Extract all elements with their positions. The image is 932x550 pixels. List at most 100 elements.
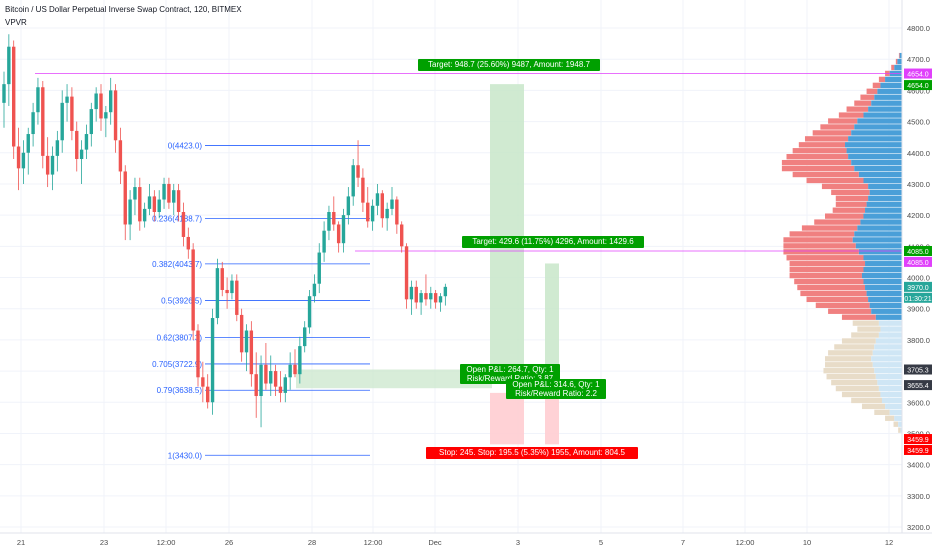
candle-body: [123, 171, 127, 225]
candle-body: [385, 208, 389, 219]
stop-label[interactable]: [426, 447, 638, 459]
volume-bar-down: [841, 314, 876, 320]
time-axis-bg: [0, 533, 932, 550]
volume-bar-down: [828, 308, 872, 314]
volume-bar-up: [863, 278, 902, 285]
time-axis[interactable]: 21 23 12:00 26 28 12:00 Dec 3 5 7 12:00 10 12: [0, 532, 932, 550]
candle-body: [167, 183, 171, 203]
volume-bar-down: [828, 118, 858, 124]
volume-bar-up: [848, 154, 902, 160]
price-badge-text: 3655.4: [907, 383, 929, 390]
candle-body: [225, 289, 229, 294]
target-label-2[interactable]: [462, 236, 644, 248]
price-axis[interactable]: 4800.0 4700.0 4600.0 4500.0 4400.0 4300.0 4200…: [901, 0, 932, 550]
candle-body: [273, 371, 278, 387]
candle-body: [327, 212, 331, 231]
indicator-label-vpvr[interactable]: VPVR: [5, 18, 27, 27]
price-tick-label: 4600.0: [907, 86, 930, 95]
candle-body: [332, 212, 336, 225]
price-tick-label: 3500.0: [907, 429, 930, 438]
candle-body: [162, 183, 166, 200]
candle-body: [142, 208, 147, 222]
candle-body: [259, 364, 263, 397]
price-tick-label: 3800.0: [907, 336, 930, 345]
candle-body: [293, 364, 297, 375]
volume-bar-up: [871, 100, 902, 106]
fib-level-label: 0.62(3807.3): [157, 334, 203, 343]
candle-body: [244, 330, 249, 353]
target-label-2-text: Target: 429.6 (11.75%) 4296, Amount: 142…: [472, 237, 634, 246]
volume-bar-up: [874, 94, 902, 100]
time-tick-label: 10: [803, 538, 811, 547]
volume-bar-up: [899, 52, 902, 59]
candle-body: [312, 283, 317, 297]
open-pnl-label-1-text: Open P&L: 264.7, Qty: 1: [466, 365, 554, 374]
target-label-1-text: Target: 948.7 (25.60%) 9487, Amount: 194…: [428, 60, 590, 69]
volume-bar-down: [826, 373, 876, 380]
fib-level-label: 0.705(3722.9): [152, 360, 202, 369]
volume-bar-up: [874, 368, 902, 374]
entry-zone: [296, 369, 492, 389]
candle-body: [346, 196, 351, 216]
volume-bar-down: [861, 403, 886, 410]
open-pnl-label-2[interactable]: [506, 379, 606, 399]
volume-bar-down: [783, 237, 853, 243]
volume-bar-up: [894, 415, 902, 421]
volume-bar-up: [863, 266, 902, 273]
volume-bar-up: [851, 130, 902, 136]
volume-bar-up: [897, 58, 902, 65]
candle-body: [303, 327, 307, 347]
volume-bar-down: [781, 159, 852, 166]
horizontal-lines[interactable]: [35, 73, 902, 252]
volume-bar-down: [821, 183, 869, 190]
price-badge-text: 3459.9: [907, 437, 929, 444]
fib-level-label: 0.5(3926.5): [161, 296, 202, 305]
price-tick-label: 4700.0: [907, 55, 930, 64]
volume-bar-down: [872, 82, 881, 89]
volume-bar-down: [828, 350, 873, 356]
volume-bar-down: [781, 165, 855, 172]
open-pnl-label-2-text: Open P&L: 314.6, Qty: 1: [512, 380, 600, 389]
volume-bar-down: [815, 302, 870, 308]
time-tick-label: 23: [100, 538, 108, 547]
volume-bar-down: [792, 171, 859, 178]
position-labels[interactable]: Target: 948.7 (25.60%) 9487, Amount: 194…: [418, 59, 644, 459]
candle-body: [438, 296, 443, 303]
price-badge: [904, 281, 932, 292]
volume-bar-up: [878, 320, 902, 326]
open-pnl-label-1-text: Risk/Reward Ratio: 3.87: [467, 374, 554, 383]
volume-bar-up: [852, 237, 902, 243]
fibonacci-retracement[interactable]: 0(4423.0) 0.236(4188.7) 0.382(4043.7) 0.5(3…: [152, 142, 370, 461]
volume-bar-down: [893, 421, 899, 427]
price-badge: [904, 256, 932, 267]
candle-body: [89, 109, 93, 135]
price-badge: [904, 80, 932, 91]
candle-body: [239, 314, 244, 353]
volume-bar-up: [869, 189, 902, 196]
price-tick-label: 4200.0: [907, 211, 930, 220]
price-tick-label: 4300.0: [907, 180, 930, 189]
volume-bar-up: [868, 106, 902, 112]
candle-body: [55, 140, 60, 156]
candle-body: [94, 93, 98, 110]
candle-body: [283, 377, 287, 393]
candle-body: [31, 112, 35, 135]
volume-bar-down: [786, 255, 864, 261]
volume-bar-down: [820, 124, 855, 130]
volume-bar-down: [814, 219, 861, 225]
volume-bar-up: [854, 124, 902, 130]
volume-bar-up: [874, 344, 902, 350]
symbol-title: Bitcoin / US Dollar Perpetual Inverse Sw…: [5, 5, 242, 14]
candle-body: [157, 199, 161, 213]
fib-level-label: 0.236(4188.7): [152, 215, 202, 224]
volume-bar-down: [841, 338, 876, 344]
volume-bar-down: [852, 320, 879, 326]
volume-bar-down: [885, 415, 895, 421]
volume-bar-down: [825, 356, 872, 362]
target-label-1[interactable]: [418, 59, 600, 71]
volume-bar-down: [783, 249, 859, 255]
candle-body: [433, 293, 438, 303]
volume-bar-down: [789, 272, 862, 279]
volume-bar-down: [806, 177, 864, 184]
